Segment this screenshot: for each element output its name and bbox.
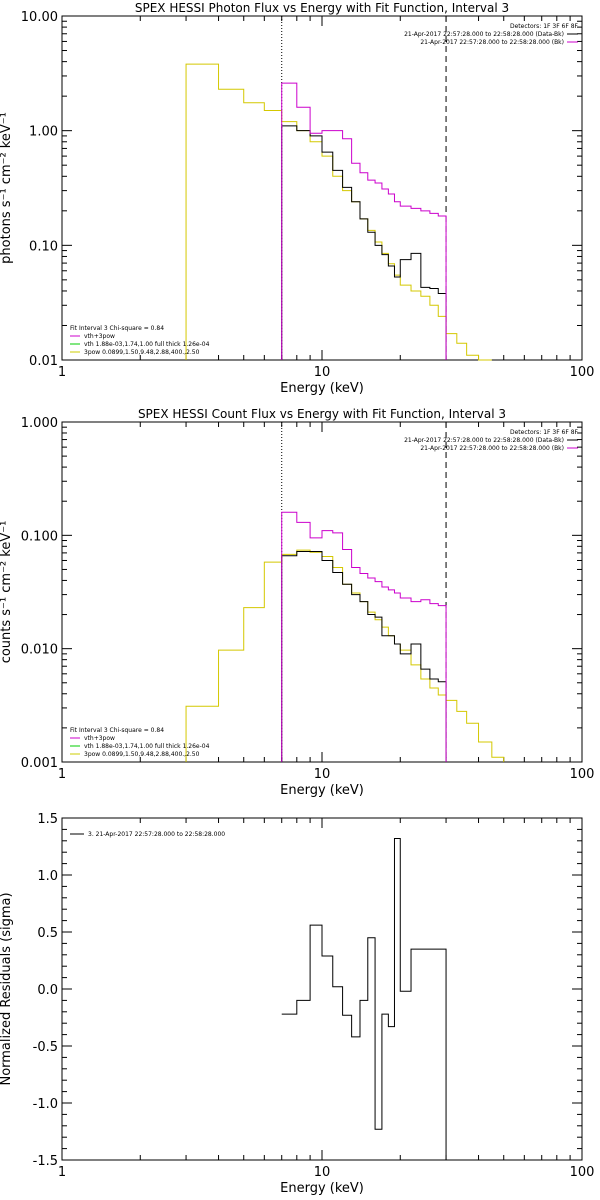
y-tick-label: 0.01 [29, 354, 58, 369]
legend-bottom-left: Fit Interval 3 Chi-square = 0.84vth+3pow… [70, 325, 210, 356]
legend-header: Detectors: 1F 3F 6F 8F [510, 429, 579, 436]
y-tick-label: 1.0 [37, 869, 58, 884]
y-tick-label: 0.10 [29, 239, 58, 254]
x-tick-label: 100 [570, 767, 595, 782]
plot-frame [61, 15, 583, 361]
y-tick-label: 0.010 [21, 643, 58, 658]
x-axis-label: Energy (keV) [280, 381, 364, 396]
x-tick-label: 10 [314, 767, 331, 782]
plot-frame [61, 817, 583, 1161]
legend-entry: 3. 21-Apr-2017 22:57:28.000 to 22:58:28.… [88, 831, 225, 838]
y-ticks [62, 15, 582, 361]
y-tick-label: -1.0 [33, 1097, 58, 1112]
y-ticks [62, 421, 582, 763]
x-tick-label: 10 [314, 365, 331, 380]
series-2-step-line [281, 551, 447, 762]
legend-entry: 21-Apr-2017 22:57:28.000 to 22:58:28.000… [404, 31, 564, 38]
y-tick-label: 0.001 [21, 756, 58, 771]
x-axis-label: Energy (keV) [280, 1181, 364, 1196]
legend-entry: 3pow 0.0899,1.50,9.48,2.88,400.,2.50 [84, 751, 200, 758]
x-tick-label: 10 [314, 1165, 331, 1180]
y-tick-label: 1.5 [37, 812, 58, 827]
y-tick-label: -0.5 [33, 1040, 58, 1055]
chart-title: SPEX HESSI Photon Flux vs Energy with Fi… [135, 1, 509, 15]
y-tick-label: 0.100 [21, 529, 58, 544]
legend-header: Fit Interval 3 Chi-square = 0.84 [70, 325, 164, 332]
x-ticks [61, 422, 583, 762]
series-1-step-line [185, 549, 505, 762]
legend-header: Detectors: 1F 3F 6F 8F [510, 23, 579, 30]
legend-top-left: 3. 21-Apr-2017 22:57:28.000 to 22:58:28.… [70, 831, 225, 838]
y-axis-label: photons s⁻¹ cm⁻² keV⁻¹ [0, 112, 14, 264]
y-axis-label: Normalized Residuals (sigma) [0, 892, 14, 1085]
y-tick-label: 10.00 [21, 10, 58, 25]
plot-frame [61, 421, 583, 763]
legend-entry: vth 1.88e-03,1.74,1.00 full thick 1.26e-… [84, 743, 210, 750]
legend-bottom-left: Fit Interval 3 Chi-square = 0.84vth+3pow… [70, 727, 210, 758]
chart-title: SPEX HESSI Count Flux vs Energy with Fit… [138, 407, 506, 421]
series-3-step-line [281, 511, 447, 762]
series-3-step-line [281, 82, 447, 360]
legend-entry: vth+3pow [84, 735, 115, 742]
legend-entry: vth+3pow [84, 333, 115, 340]
chart-panel-3: 1 10 100 -1.5 -1.0 -0.5 0.0 0.5 1.0 1.5 Energy (ke… [0, 812, 594, 1196]
x-tick-label: 1 [58, 365, 66, 380]
x-axis-label: Energy (keV) [280, 783, 364, 798]
legend-entry: 3pow 0.0899,1.50,9.48,2.88,400.,2.50 [84, 349, 200, 356]
series-1-step-line [281, 838, 447, 1160]
x-ticks [61, 818, 583, 1160]
y-axis-label: counts s⁻¹ cm⁻² keV⁻¹ [0, 521, 14, 664]
x-tick-label: 100 [570, 1165, 595, 1180]
legend-entry: 21-Apr-2017 22:57:28.000 to 22:58:28.000… [420, 445, 564, 452]
y-ticks [62, 817, 582, 1161]
legend-entry: vth 1.88e-03,1.74,1.00 full thick 1.26e-… [84, 341, 210, 348]
series-2-step-line [281, 125, 447, 360]
x-tick-label: 100 [570, 365, 595, 380]
y-tick-label: 1.000 [21, 416, 58, 431]
legend-entry: 21-Apr-2017 22:57:28.000 to 22:58:28.000… [404, 437, 564, 444]
x-ticks [61, 16, 583, 360]
chart-panel-2: SPEX HESSI Count Flux vs Energy with Fit… [0, 407, 594, 798]
legend-entry: 21-Apr-2017 22:57:28.000 to 22:58:28.000… [420, 39, 564, 46]
y-tick-label: 0.5 [37, 926, 58, 941]
x-tick-label: 1 [58, 767, 66, 782]
chart-panel-1: SPEX HESSI Photon Flux vs Energy with Fi… [0, 1, 594, 396]
y-tick-label: -1.5 [33, 1154, 58, 1169]
y-tick-label: 1.00 [29, 125, 58, 140]
legend-header: Fit Interval 3 Chi-square = 0.84 [70, 727, 164, 734]
x-tick-label: 1 [58, 1165, 66, 1180]
y-tick-label: 0.0 [37, 983, 58, 998]
